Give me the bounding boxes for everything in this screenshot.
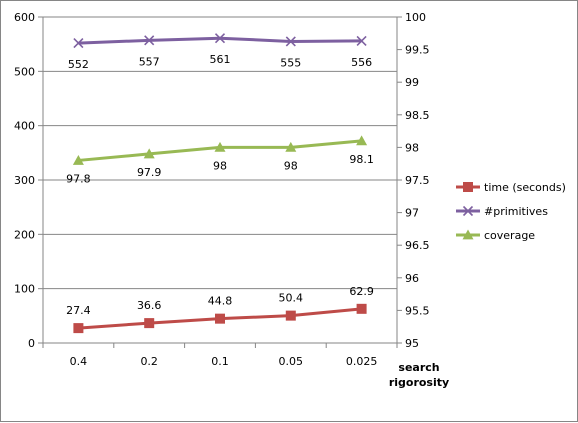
marker-square <box>215 313 225 324</box>
data-label: 97.8 <box>66 172 91 185</box>
marker-x-stroke <box>73 38 84 49</box>
series-layer <box>72 33 368 334</box>
marker-x <box>285 36 296 47</box>
x-tick-label: 0.05 <box>279 355 304 368</box>
x-tick-label: 0.1 <box>211 355 229 368</box>
data-label: 44.8 <box>208 295 233 308</box>
marker-square <box>285 310 296 321</box>
x-axis-title: search rigorosity <box>389 361 449 389</box>
legend-label: coverage <box>484 229 535 242</box>
data-label: 98 <box>284 159 298 172</box>
data-label: 50.4 <box>279 292 304 305</box>
legend: time (seconds) #primitives coverage <box>456 181 566 242</box>
y-right-tick-label: 98.5 <box>405 109 430 122</box>
marker-x-stroke <box>285 36 296 47</box>
legend-entry: coverage <box>456 229 535 242</box>
marker-triangle <box>143 148 155 159</box>
marker-triangle <box>356 135 368 146</box>
marker-square <box>144 318 155 329</box>
y-right-tick-label: 99.5 <box>405 44 430 57</box>
y-right-tick-label: 97.5 <box>405 174 430 187</box>
marker-triangle <box>462 229 474 240</box>
data-label: 98 <box>213 159 227 172</box>
x-tick-label: 0.4 <box>70 355 88 368</box>
data-label: 36.6 <box>137 299 162 312</box>
y-left-tick-label: 300 <box>14 174 35 187</box>
legend-entry: time (seconds) <box>456 181 566 194</box>
legend-label: time (seconds) <box>484 181 566 194</box>
marker-triangle <box>72 154 84 165</box>
data-labels: 27.4 36.6 44.8 50.4 62.9 552 557 561 555 556 97.8 9… <box>66 53 374 317</box>
marker-x-stroke <box>462 205 474 217</box>
x-tick-label: 0.025 <box>346 355 378 368</box>
y-left-tick-label: 600 <box>14 11 35 24</box>
data-label: 62.9 <box>349 285 374 298</box>
data-label: 27.4 <box>66 304 91 317</box>
marker-x <box>144 35 155 46</box>
marker-triangle <box>285 141 297 152</box>
data-label: 556 <box>351 56 372 69</box>
y-left-tick-label: 200 <box>14 228 35 241</box>
gridlines <box>43 16 397 290</box>
y-left-tick-label: 0 <box>28 337 35 350</box>
y-right-tick-label: 96.5 <box>405 239 430 252</box>
y-right-tick-label: 95 <box>405 337 419 350</box>
data-label: 97.9 <box>137 166 162 179</box>
data-label: 557 <box>139 55 160 68</box>
y-left-tick-label: 400 <box>14 120 35 133</box>
y-left-tick-label: 100 <box>14 283 35 296</box>
y-right-tick-label: 96 <box>405 272 419 285</box>
y-right-tick-label: 97 <box>405 207 419 220</box>
marker-x <box>214 33 226 44</box>
y-right-tick-label: 98 <box>405 141 419 154</box>
marker-square <box>73 323 84 334</box>
x-tick-label: 0.2 <box>140 355 158 368</box>
legend-entry: #primitives <box>456 205 548 218</box>
marker-x-stroke <box>144 35 155 46</box>
data-label: 555 <box>280 56 301 69</box>
marker-x <box>356 35 367 46</box>
data-label: 552 <box>68 58 89 71</box>
marker-square <box>356 303 367 314</box>
legend-label: #primitives <box>484 205 548 218</box>
marker-triangle <box>214 141 226 152</box>
y-right-tick-label: 99 <box>405 76 419 89</box>
data-label: 561 <box>210 53 231 66</box>
data-label: 98.1 <box>349 153 374 166</box>
marker-x <box>73 38 84 49</box>
marker-x-stroke <box>356 35 367 46</box>
marker-square <box>463 182 473 192</box>
y-left-tick-label: 500 <box>14 65 35 78</box>
axes: 0 100 200 300 400 500 600 95 95.5 96 96.5 97 97.5 98 9… <box>14 11 449 389</box>
marker-x-stroke <box>214 33 226 44</box>
y-right-tick-label: 95.5 <box>405 304 430 317</box>
y-right-tick-label: 100 <box>405 11 426 24</box>
marker-x <box>462 205 474 217</box>
